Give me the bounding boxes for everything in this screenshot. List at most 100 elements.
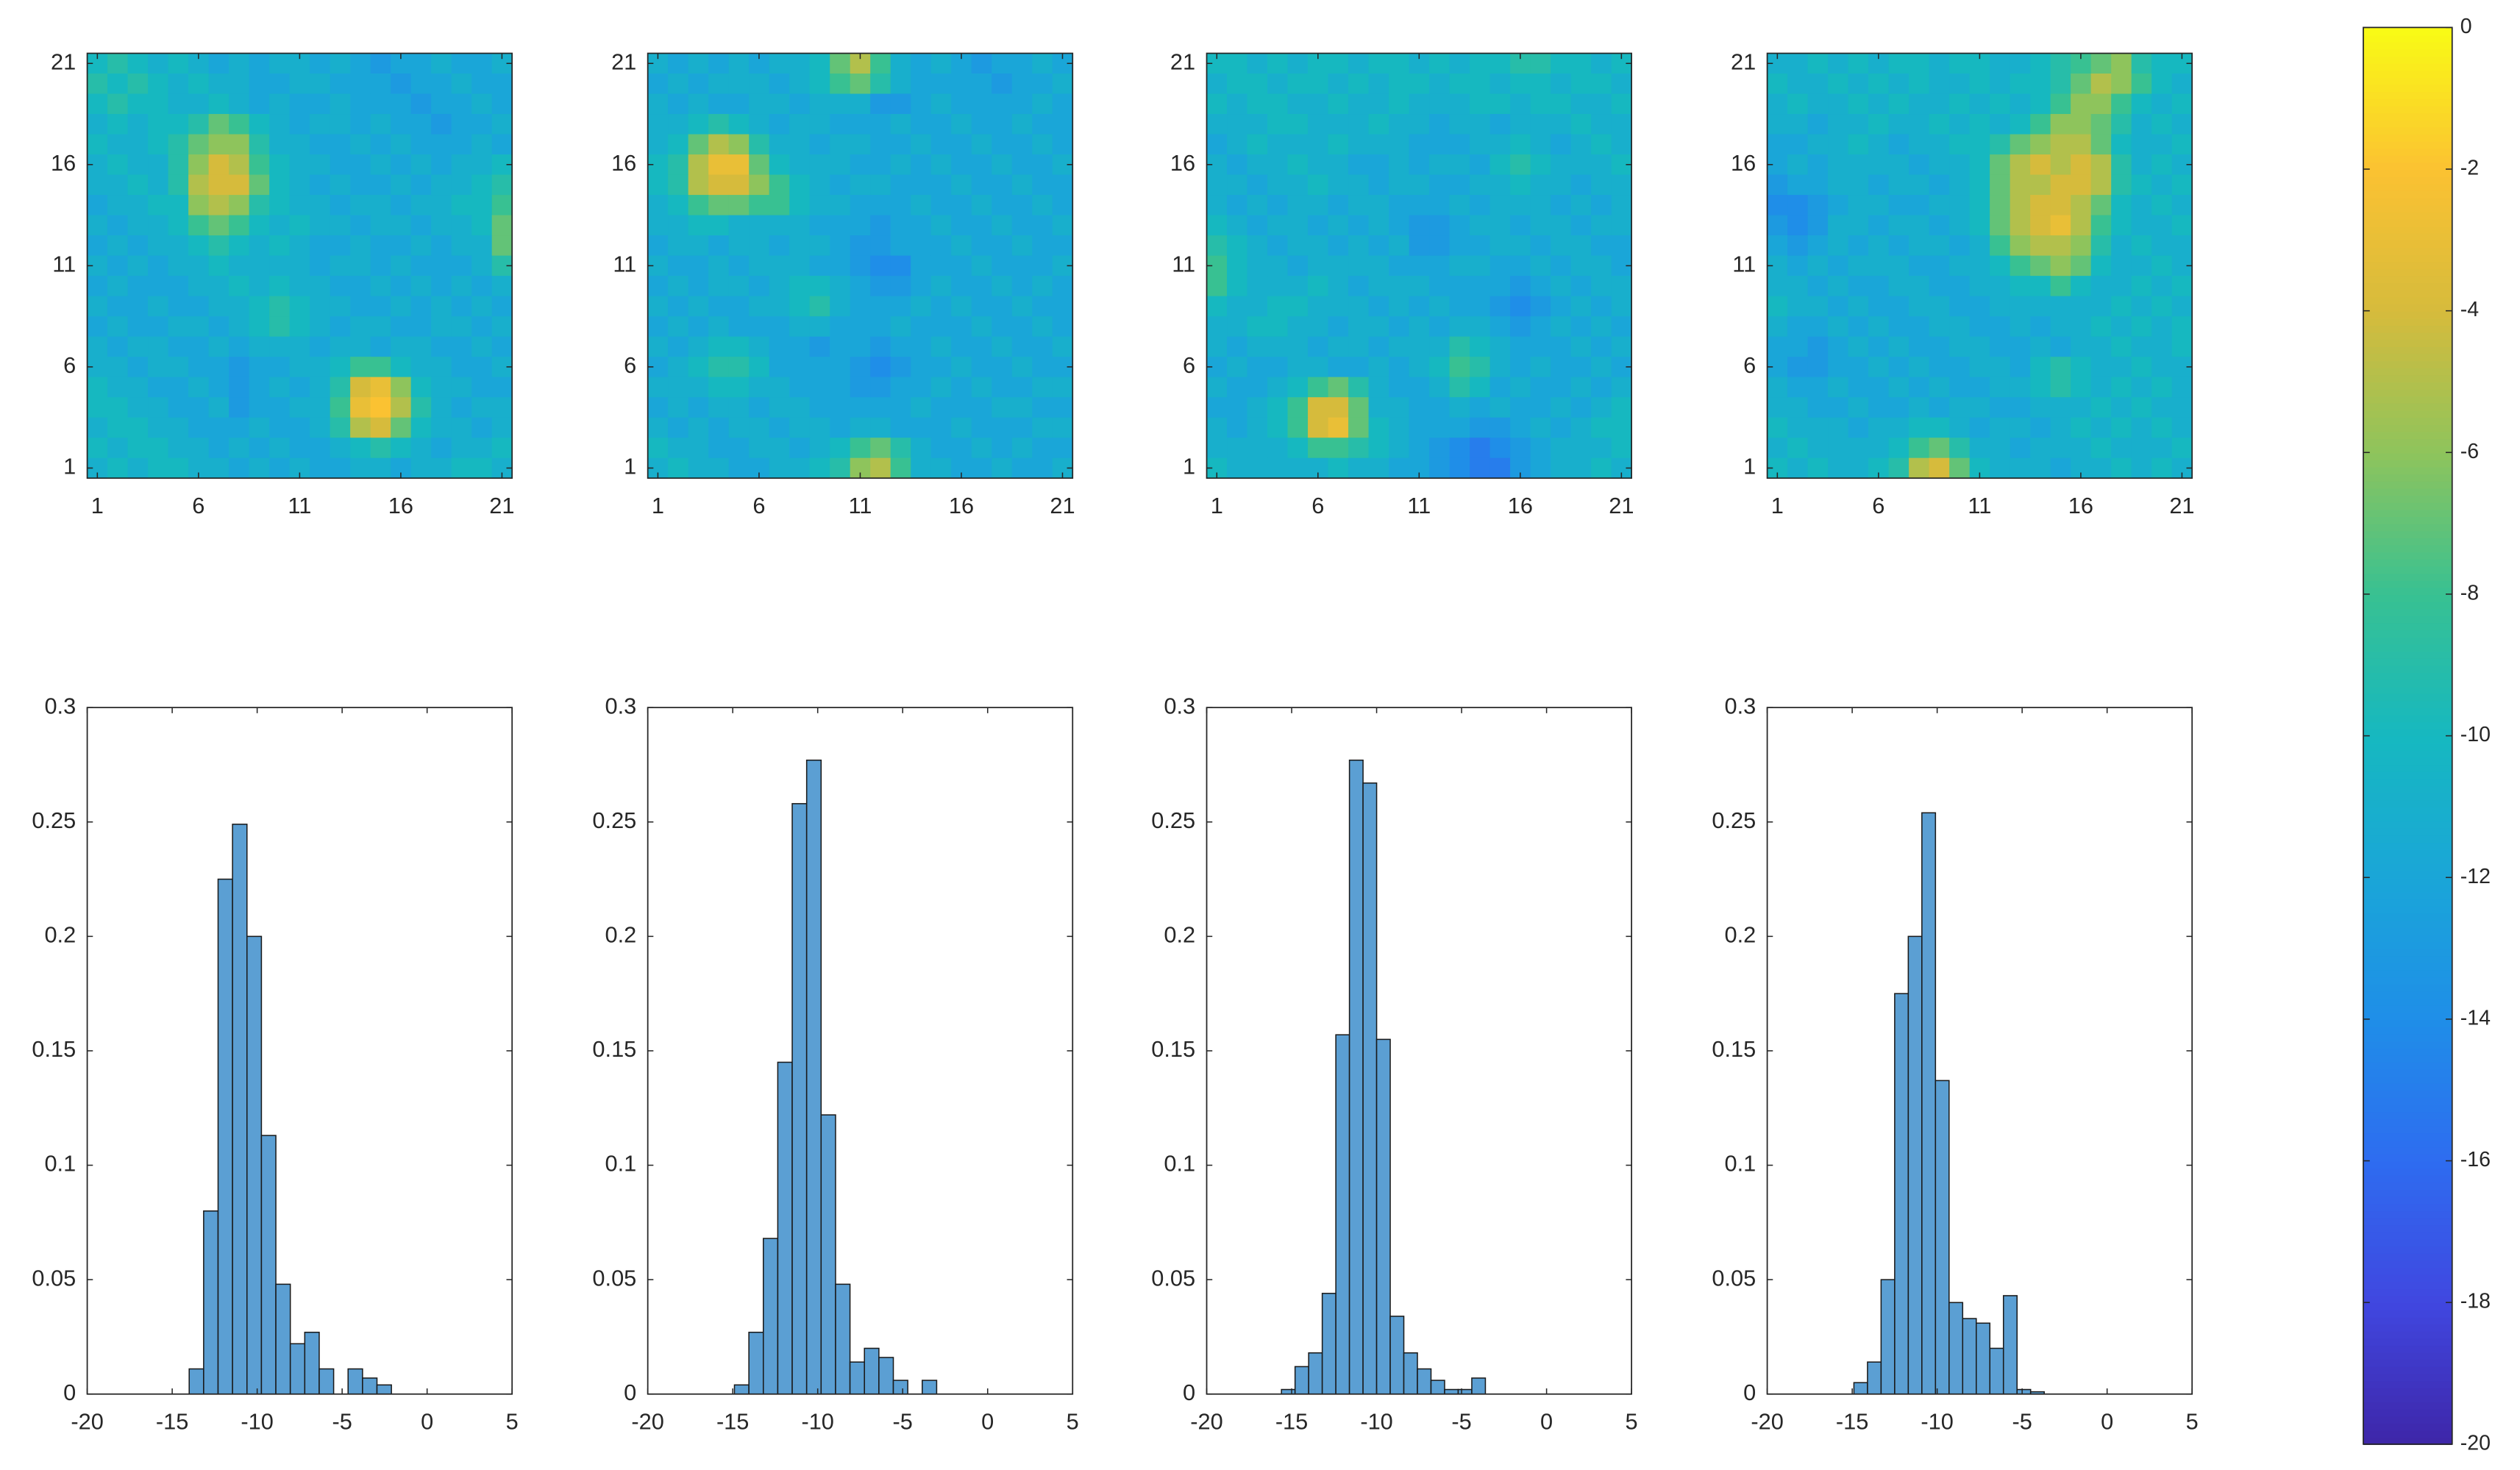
- histogram-bar: [1389, 1316, 1405, 1395]
- heatmap-cell: [1909, 53, 1930, 74]
- heatmap-cell: [1011, 377, 1033, 398]
- heatmap-cell: [809, 417, 830, 438]
- heatmap-cell: [728, 438, 750, 459]
- heatmap-cell: [830, 316, 851, 338]
- heatmap-cell: [1032, 53, 1053, 74]
- heatmap-cell: [289, 438, 310, 459]
- colorbar-swatch: [2363, 360, 2452, 368]
- heatmap-cell: [1767, 417, 1788, 438]
- heatmap-cell: [1449, 336, 1470, 357]
- heatmap-cell: [1287, 417, 1309, 438]
- x-tick-label: 16: [388, 493, 413, 518]
- heatmap-cell: [1611, 235, 1632, 257]
- heatmap-cell: [911, 195, 932, 216]
- heatmap-cell: [1848, 296, 1869, 317]
- heatmap-cell: [491, 336, 513, 357]
- heatmap-cell: [1990, 174, 2011, 196]
- heatmap-cell: [410, 397, 432, 418]
- heatmap-cell: [1032, 276, 1053, 297]
- heatmap-cell: [1591, 296, 1612, 317]
- heatmap-cell: [1868, 93, 1890, 115]
- heatmap-cell: [668, 134, 689, 155]
- heatmap-cell: [890, 316, 911, 338]
- heatmap-cell: [229, 74, 250, 95]
- heatmap-cell: [1429, 457, 1451, 479]
- heatmap-cell: [1348, 377, 1370, 398]
- x-tick-label: 21: [489, 493, 514, 518]
- heatmap-cell: [2010, 336, 2031, 357]
- heatmap-cell: [451, 53, 472, 74]
- heatmap-cell: [188, 417, 210, 438]
- heatmap-cell: [1206, 215, 1228, 236]
- colorbar-swatch: [2363, 502, 2452, 510]
- heatmap-cell: [728, 195, 750, 216]
- heatmap-cell: [1328, 114, 1349, 135]
- heatmap-cell: [1449, 53, 1470, 74]
- heatmap-cell: [2090, 134, 2112, 155]
- heatmap-cell: [1206, 93, 1228, 115]
- heatmap-cell: [168, 417, 189, 438]
- heatmap-cell: [229, 316, 250, 338]
- y-tick-label: 0: [1743, 1380, 1756, 1405]
- heatmap-cell: [668, 336, 689, 357]
- heatmap-cell: [1611, 74, 1632, 95]
- heatmap-cell: [749, 276, 770, 297]
- heatmap-cell: [2111, 316, 2132, 338]
- colorbar-tick-label: 0: [2460, 15, 2472, 38]
- heatmap-cell: [1267, 438, 1289, 459]
- colorbar-swatch: [2363, 665, 2452, 674]
- heatmap-cell: [350, 276, 371, 297]
- heatmap-cell: [2090, 377, 2112, 398]
- heatmap-cell: [930, 114, 952, 135]
- heatmap-cell: [1807, 53, 1829, 74]
- histogram-bar: [1907, 935, 1923, 1395]
- heatmap-cell: [1470, 134, 1491, 155]
- heatmap-cell: [491, 377, 513, 398]
- heatmap-cell: [1348, 296, 1370, 317]
- heatmap-cell: [2171, 114, 2193, 135]
- x-tick-label: 5: [2186, 1408, 2199, 1434]
- heatmap-cell: [431, 276, 452, 297]
- heatmap-cell: [2131, 195, 2152, 216]
- heatmap-cell: [2090, 457, 2112, 479]
- heatmap-cell: [1570, 276, 1592, 297]
- heatmap-cell: [850, 174, 871, 196]
- heatmap-cell: [1530, 377, 1551, 398]
- colorbar-swatch: [2363, 424, 2452, 432]
- heatmap-cell: [491, 235, 513, 257]
- heatmap-cell: [2111, 93, 2132, 115]
- colorbar-swatch: [2363, 41, 2452, 50]
- heatmap-cell: [1267, 255, 1289, 276]
- heatmap-cell: [1389, 296, 1410, 317]
- heatmap-cell: [1767, 174, 1788, 196]
- heatmap-cell: [1308, 357, 1329, 378]
- heatmap-cell: [208, 296, 229, 317]
- heatmap-cell: [1969, 377, 1990, 398]
- heatmap-cell: [1052, 417, 1073, 438]
- histogram-bar: [849, 1361, 865, 1395]
- heatmap-cell: [749, 74, 770, 95]
- heatmap-cell: [1570, 417, 1592, 438]
- colorbar-swatch: [2363, 573, 2452, 581]
- colorbar-swatch: [2363, 1146, 2452, 1155]
- y-tick-label: 0.15: [32, 1036, 76, 1062]
- heatmap-cell: [2131, 255, 2152, 276]
- heatmap-cell: [1787, 457, 1809, 479]
- heatmap-cell: [1449, 457, 1470, 479]
- heatmap-cell: [1868, 296, 1890, 317]
- heatmap-cell: [1489, 296, 1511, 317]
- heatmap-cell: [1909, 114, 1930, 135]
- heatmap-cell: [1247, 74, 1268, 95]
- heatmap-cell: [148, 255, 169, 276]
- y-tick-label: 1: [1743, 454, 1756, 479]
- heatmap-cell: [971, 377, 992, 398]
- heatmap-cell: [1807, 154, 1829, 176]
- colorbar-tick-label: -18: [2460, 1290, 2491, 1313]
- heatmap-cell: [370, 215, 391, 236]
- heatmap-cell: [249, 276, 270, 297]
- y-tick-label: 11: [1172, 251, 1195, 276]
- heatmap-cell: [289, 114, 310, 135]
- heatmap-cell: [1052, 397, 1073, 418]
- heatmap-cell: [2171, 134, 2193, 155]
- heatmap-cell: [2090, 154, 2112, 176]
